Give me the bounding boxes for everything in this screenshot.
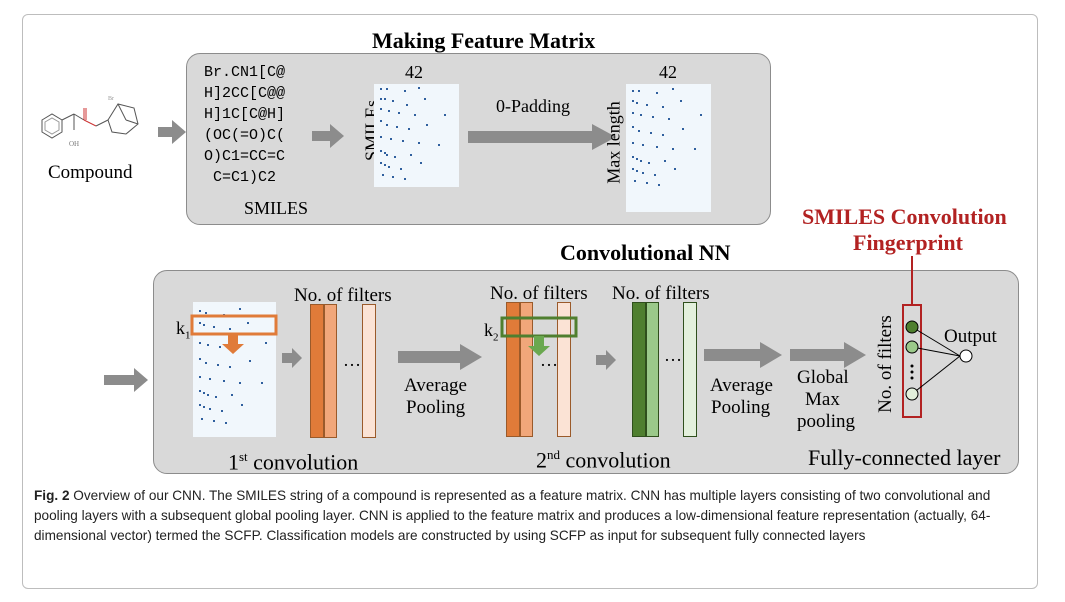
scfp-vector-box	[902, 304, 922, 418]
cnn-panel	[153, 270, 1019, 474]
filters-label-conv1: No. of filters	[294, 285, 392, 306]
smiles-line: H]2CC[C@@	[204, 85, 286, 102]
filters-label-conv2: No. of filters	[612, 283, 710, 304]
padding-label: 0-Padding	[496, 96, 570, 116]
conv1-dots: …	[343, 350, 361, 370]
conv1-filter-light	[362, 304, 376, 438]
global-pool-label-c: pooling	[797, 411, 856, 432]
svg-text:Br: Br	[108, 96, 114, 102]
arrow-to-conv2	[596, 350, 616, 370]
figure-frame	[22, 14, 1038, 589]
filters-label-conv2-input: No. of filters	[490, 283, 588, 304]
global-pool-label-b: Max	[805, 389, 840, 410]
cnn-title: Convolutional NN	[560, 240, 731, 265]
filters-label-vertical: No. of filters	[875, 315, 896, 413]
avg-pool-label-1a: Average	[404, 375, 467, 396]
avg-pool-label-2b: Pooling	[711, 397, 771, 418]
smiles-label: SMILES	[244, 198, 309, 218]
fingerprint-network	[905, 320, 973, 401]
conv1-filter-dark	[310, 304, 324, 438]
conv1-filter-mid	[324, 304, 337, 438]
avg-pool-label-1b: Pooling	[406, 397, 466, 418]
avg-pool-arrow-2	[704, 342, 782, 368]
conv2-filter-light	[683, 302, 697, 437]
scfp-title-line2: Fingerprint	[853, 230, 963, 255]
figure-number: Fig. 2	[34, 488, 70, 503]
avg-pool-label-2a: Average	[710, 375, 773, 396]
conv2-label: 2nd convolution	[536, 447, 671, 473]
fc-layer-label: Fully-connected layer	[808, 445, 1001, 470]
arrow-into-cnn	[104, 368, 148, 392]
conv2-input-dots: …	[540, 350, 558, 370]
kernel-k1-box	[190, 314, 278, 354]
global-pool-label-a: Global	[797, 367, 849, 388]
avg-pool-arrow-1	[398, 344, 482, 370]
conv2-filter-mid	[646, 302, 659, 437]
padded-matrix-image	[626, 84, 711, 212]
smiles-line: Br.CN1[C@	[204, 64, 286, 81]
arrow-smiles-to-matrix	[312, 124, 344, 148]
smiles-line: C=C1)C2	[204, 169, 277, 186]
matrix2-height-label: Max length	[603, 101, 624, 184]
feature-matrix-image	[374, 84, 459, 187]
compound-structure-image: OH Br	[41, 96, 139, 148]
figure-caption: Fig. 2 Overview of our CNN. The SMILES s…	[34, 486, 1024, 546]
kernel-k1-label: k1	[176, 318, 191, 342]
arrow-to-conv1	[282, 348, 302, 368]
scfp-title-line1: SMILES Convolution	[802, 204, 1007, 229]
arrow-compound-to-smiles	[158, 120, 186, 144]
conv1-label: 1st convolution	[228, 449, 359, 475]
global-pool-arrow	[790, 342, 866, 368]
scfp-pointer-line	[911, 256, 913, 306]
smiles-line: H]1C[C@H]	[204, 106, 286, 123]
kernel-k2-box	[500, 316, 578, 356]
kernel-k2-label: k2	[484, 320, 499, 344]
smiles-line: O)C1=CC=C	[204, 148, 286, 165]
output-label: Output	[944, 326, 997, 347]
feature-matrix-title: Making Feature Matrix	[372, 28, 596, 53]
matrix1-width-label: 42	[405, 62, 423, 82]
matrix2-width-label: 42	[659, 62, 677, 82]
smiles-line: (OC(=O)C(	[204, 127, 286, 144]
compound-label: Compound	[48, 162, 133, 183]
conv2-dots: …	[664, 345, 682, 365]
conv2-filter-dark	[632, 302, 646, 437]
padding-arrow	[468, 124, 616, 150]
svg-text:OH: OH	[69, 140, 79, 148]
cnn-input-matrix-image	[193, 302, 276, 437]
caption-text: Overview of our CNN. The SMILES string o…	[34, 488, 991, 543]
